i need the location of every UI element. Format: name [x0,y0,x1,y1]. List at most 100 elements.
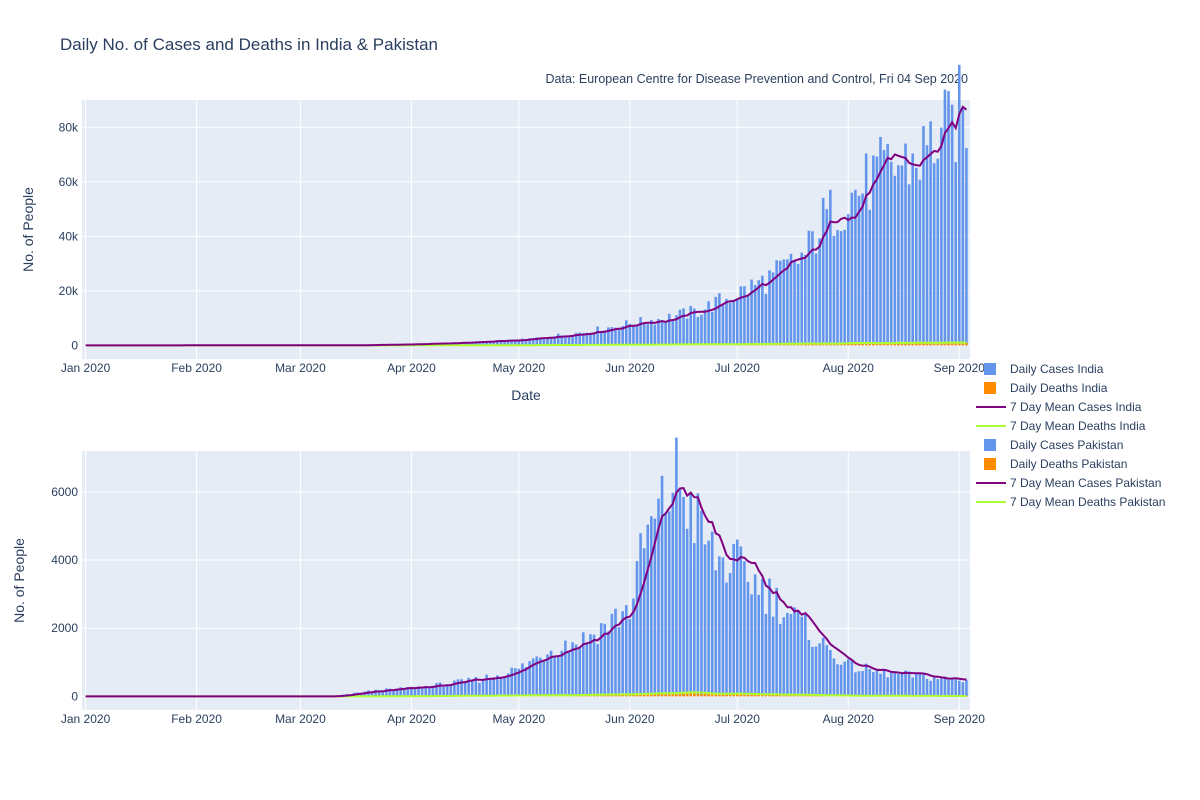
daily-cases-bar [943,89,947,346]
x-tick-label: Apr 2020 [387,712,436,726]
daily-deaths-bar [925,343,929,346]
legend-item[interactable]: 7 Day Mean Cases India [976,400,1142,414]
x-tick-label: Jul 2020 [715,712,761,726]
x-tick-label: Sep 2020 [934,712,986,726]
daily-deaths-bar [757,694,761,697]
daily-cases-bar [678,309,682,346]
daily-cases-bar [639,533,642,697]
daily-cases-bar [478,341,481,346]
y-tick-label: 4000 [51,553,78,567]
x-tick-label: Jun 2020 [605,361,655,375]
legend-label: Daily Cases Pakistan [1010,438,1123,452]
daily-cases-bar [718,293,721,346]
daily-deaths-bar [728,693,732,697]
daily-cases-bar [757,594,761,697]
daily-cases-bar [918,179,922,346]
daily-cases-bar [778,623,782,697]
daily-cases-bar [413,688,417,697]
daily-cases-bar [560,335,564,346]
legend-item[interactable]: 7 Day Mean Deaths India [976,419,1146,433]
daily-cases-bar [556,655,560,697]
daily-cases-bar [521,338,524,346]
legend-item[interactable]: 7 Day Mean Cases Pakistan [976,476,1161,490]
daily-cases-bar [664,322,667,346]
legend-label: Daily Cases India [1010,362,1104,376]
daily-cases-bar [628,323,632,346]
daily-cases-bar [445,684,449,697]
x-tick-label: Feb 2020 [171,712,222,726]
daily-cases-bar [567,336,571,346]
daily-deaths-bar [678,692,682,697]
daily-cases-bar [428,688,431,697]
daily-deaths-bar [796,344,800,346]
daily-cases-bar [807,640,811,697]
daily-cases-bar [589,333,592,346]
daily-cases-bar [549,650,553,697]
daily-cases-bar [596,644,599,697]
daily-deaths-bar [814,343,818,346]
y-tick-label: 6000 [51,485,78,499]
mean-cases-line [85,105,968,347]
daily-cases-bar [750,594,753,697]
daily-cases-bar [771,616,775,697]
daily-cases-bar [710,311,714,346]
daily-cases-bar [521,663,524,697]
daily-cases-bar [811,646,814,697]
daily-cases-bar [696,316,700,346]
y-axis-label: No. of People [11,538,27,623]
chart-title: Daily No. of Cases and Deaths in India &… [60,35,438,54]
daily-cases-bar [725,582,728,697]
daily-cases-bar [603,330,607,346]
daily-cases-bar [793,607,796,697]
daily-deaths-bar [682,691,685,697]
daily-cases-bar [897,165,900,346]
chart-subtitle: Data: European Centre for Disease Preven… [546,72,969,86]
daily-cases-bar [929,121,932,346]
daily-deaths-bar [667,693,671,697]
legend-item[interactable]: 7 Day Mean Deaths Pakistan [976,495,1165,509]
daily-cases-bar [950,104,954,346]
daily-cases-bar [460,679,463,697]
daily-cases-bar [778,260,782,346]
daily-cases-bar [660,475,664,697]
daily-cases-bar [750,279,753,346]
daily-deaths-bar [922,342,925,346]
daily-cases-bar [513,668,517,697]
x-tick-label: Mar 2020 [275,361,326,375]
daily-cases-bar [882,668,886,697]
legend[interactable]: Daily Cases India Daily Deaths India 7 Day… [976,362,1165,509]
daily-cases-bar [617,329,621,346]
legend-item[interactable]: Daily Cases Pakistan [984,438,1123,452]
daily-cases-bar [879,673,882,697]
daily-deaths-bar [954,343,957,346]
daily-cases-bar [811,231,814,346]
daily-cases-bar [685,318,689,346]
y-tick-label: 0 [71,338,78,352]
daily-cases-bar [825,645,829,697]
legend-item[interactable]: Daily Cases India [984,362,1104,376]
daily-cases-bar [492,341,496,346]
daily-cases-bar [556,333,560,346]
legend-item[interactable]: Daily Deaths Pakistan [984,457,1127,471]
daily-deaths-bar [657,692,660,697]
daily-cases-bar [395,688,399,697]
daily-cases-bar [424,685,428,697]
daily-deaths-bar [725,694,728,697]
daily-cases-bar [653,324,657,346]
daily-cases-bar [621,325,624,346]
daily-cases-bar [693,543,696,697]
daily-cases-bar [854,672,857,697]
daily-cases-bar [743,286,746,346]
daily-cases-bar [535,656,539,697]
legend-bar-swatch [984,382,996,394]
daily-cases-bar [660,320,664,346]
legend-item[interactable]: Daily Deaths India [984,381,1108,395]
y-tick-label: 40k [59,229,79,243]
daily-cases-bar [399,687,402,697]
daily-deaths-bar [639,694,642,697]
daily-cases-bar [932,677,936,697]
daily-cases-bar [710,531,714,697]
daily-cases-bar [904,670,907,697]
daily-cases-bar [624,605,628,697]
daily-cases-bar [864,663,868,697]
